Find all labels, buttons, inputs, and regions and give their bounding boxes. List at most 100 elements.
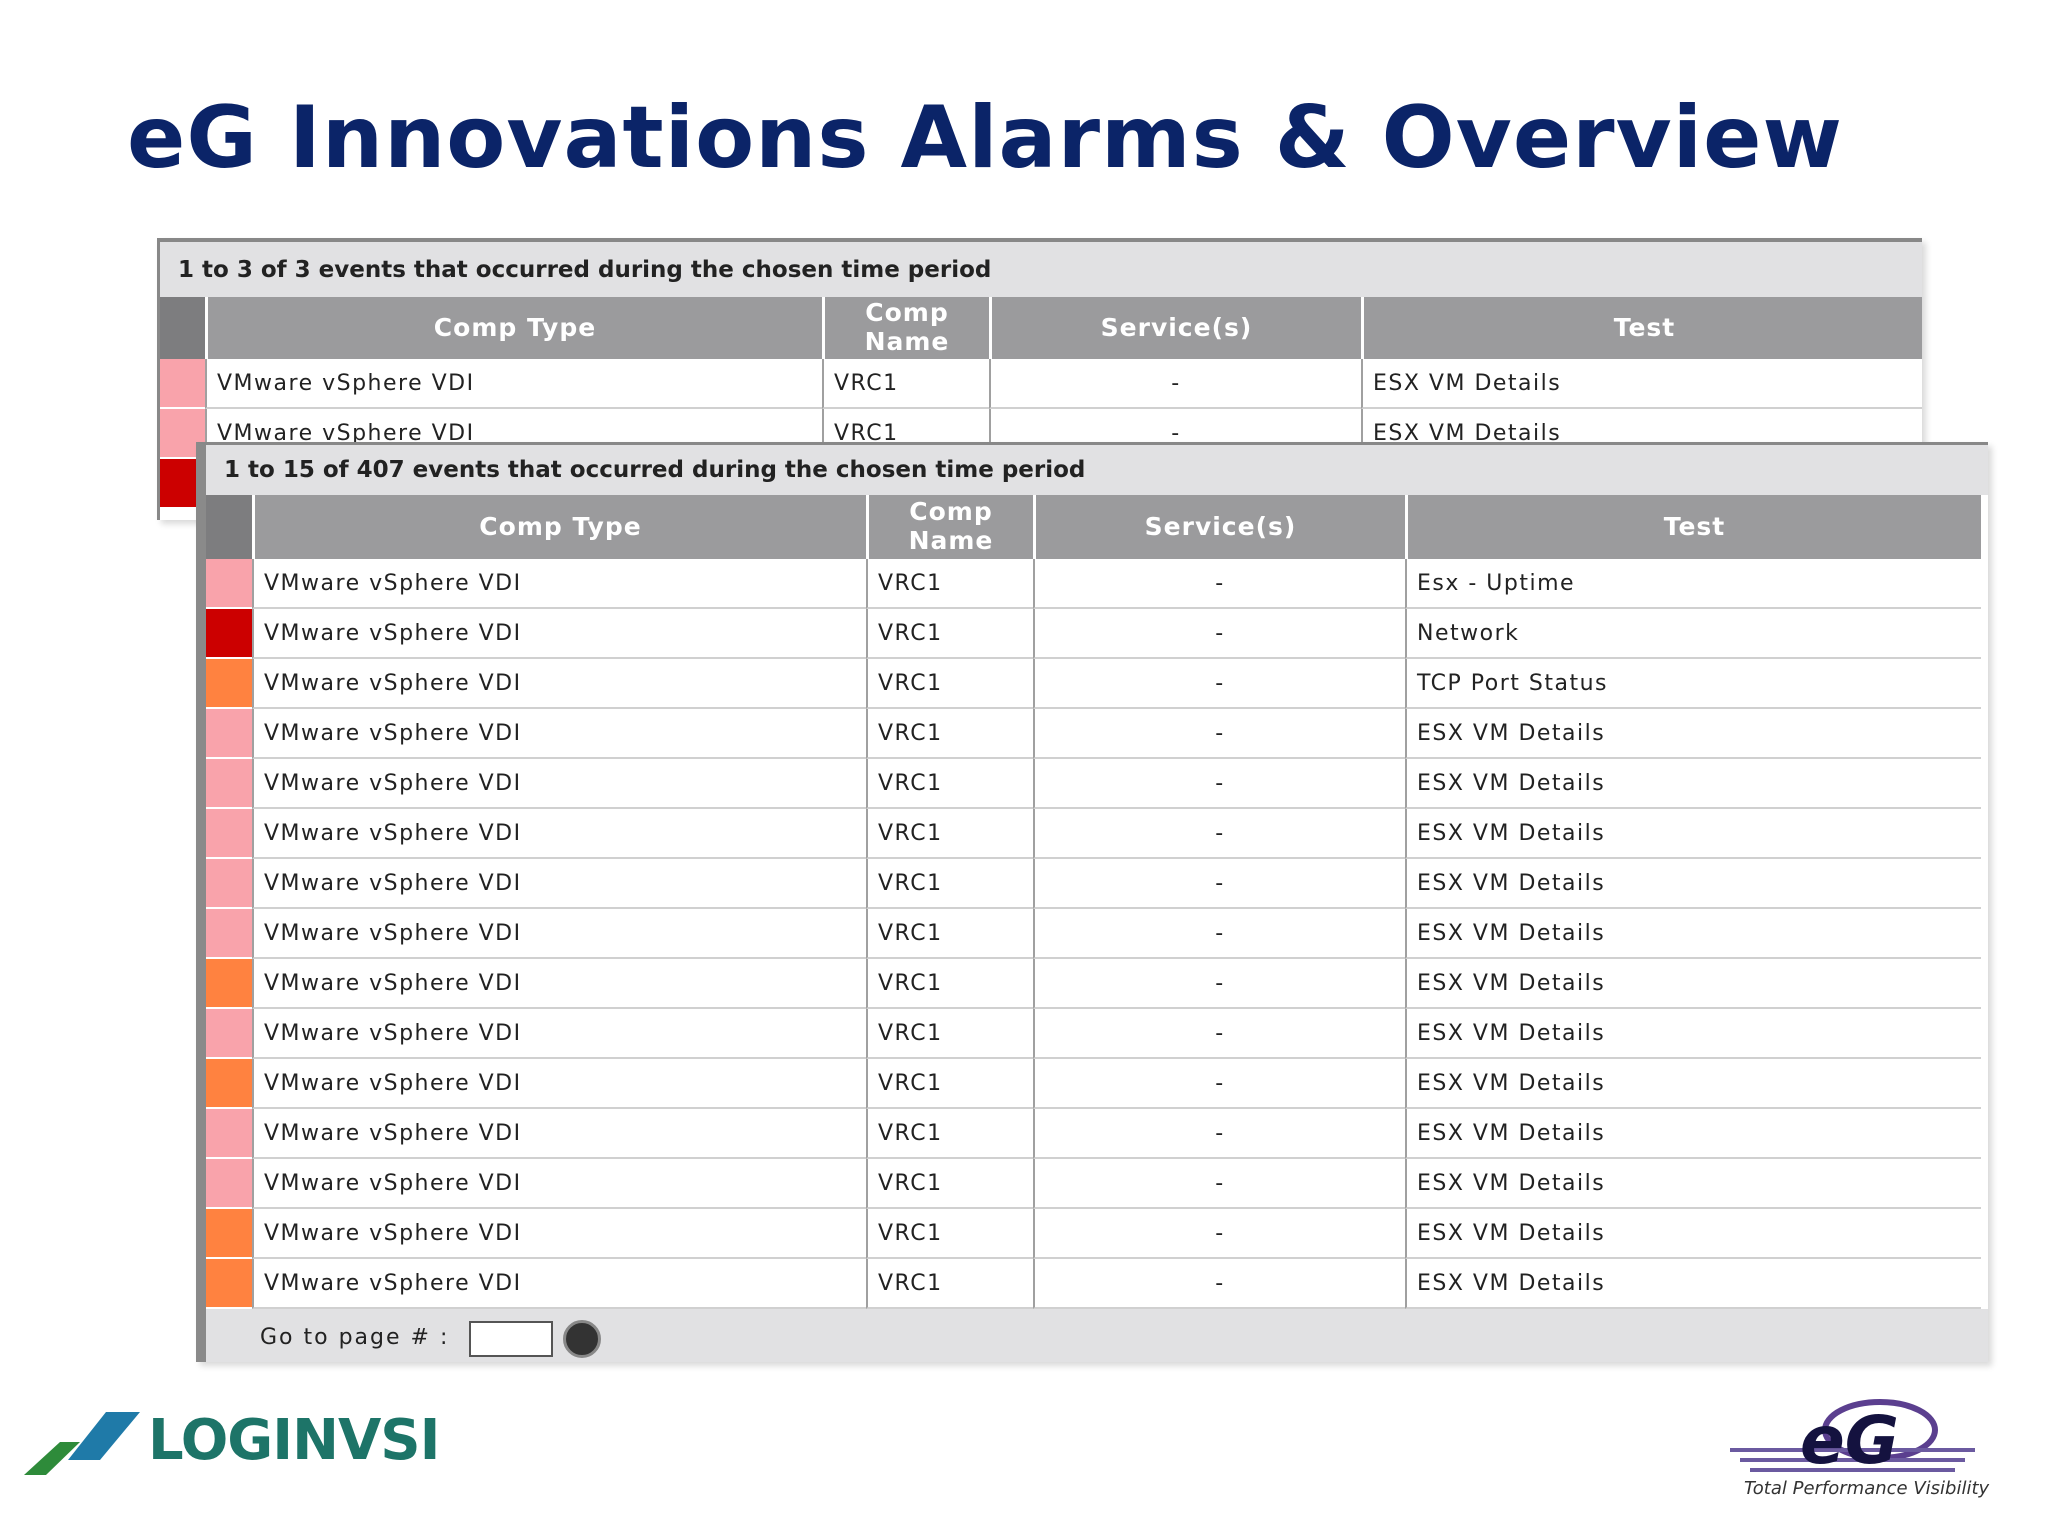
table-cell: ESX VM Details (1405, 959, 1981, 1009)
table-cell: ESX VM Details (1361, 359, 1922, 409)
table-cell: VMware vSphere VDI (205, 359, 822, 409)
table-cell: Network (1405, 609, 1981, 659)
eg-logo: eG (1800, 1402, 1899, 1479)
table-cell: VRC1 (866, 1109, 1033, 1159)
table-cell: VRC1 (866, 859, 1033, 909)
table-cell: ESX VM Details (1405, 1259, 1981, 1309)
severity-indicator (206, 1009, 252, 1059)
severity-indicator (206, 559, 252, 609)
column-header: Test (1405, 495, 1981, 559)
table-cell: VMware vSphere VDI (252, 1059, 866, 1109)
column-header: Comp Type (205, 297, 822, 359)
table-cell: TCP Port Status (1405, 659, 1981, 709)
table-cell: - (1033, 1159, 1405, 1209)
table-cell: VRC1 (866, 1059, 1033, 1109)
column-header: Test (1361, 297, 1922, 359)
table-summary: 1 to 15 of 407 events that occurred duri… (206, 445, 1988, 495)
table-cell: VMware vSphere VDI (252, 559, 866, 609)
severity-indicator (206, 659, 252, 709)
table-cell: - (1033, 609, 1405, 659)
severity-indicator (206, 809, 252, 859)
column-header: Comp Type (252, 495, 866, 559)
table-cell: VRC1 (822, 359, 989, 409)
eg-logo-art (1730, 1399, 1975, 1472)
column-header: Comp Name (822, 297, 989, 359)
table-cell: - (1033, 1109, 1405, 1159)
table-cell: - (1033, 809, 1405, 859)
table-cell: ESX VM Details (1405, 709, 1981, 759)
table-cell: - (1033, 909, 1405, 959)
table-cell: VMware vSphere VDI (252, 909, 866, 959)
table-cell: VMware vSphere VDI (252, 959, 866, 1009)
go-button[interactable] (563, 1320, 601, 1358)
table-cell: VMware vSphere VDI (252, 609, 866, 659)
severity-indicator (206, 759, 252, 809)
table-cell: VRC1 (866, 809, 1033, 859)
table-cell: VMware vSphere VDI (252, 1209, 866, 1259)
table-summary: 1 to 3 of 3 events that occurred during … (160, 242, 1922, 297)
severity-indicator (206, 1259, 252, 1309)
severity-indicator (206, 1059, 252, 1109)
table-cell: VRC1 (866, 1209, 1033, 1259)
loginvsi-icon (24, 1412, 140, 1475)
table-cell: VRC1 (866, 609, 1033, 659)
table-cell: VMware vSphere VDI (252, 709, 866, 759)
severity-indicator (206, 1159, 252, 1209)
page-input[interactable] (469, 1321, 553, 1357)
table-cell: ESX VM Details (1405, 909, 1981, 959)
table-cell: VMware vSphere VDI (252, 859, 866, 909)
table-cell: - (1033, 659, 1405, 709)
table-cell: - (1033, 1059, 1405, 1109)
table-cell: VRC1 (866, 709, 1033, 759)
table-cell: ESX VM Details (1405, 759, 1981, 809)
loginvsi-logo: LOGINVSI (148, 1408, 440, 1473)
table-cell: VRC1 (866, 959, 1033, 1009)
slide-title: eG Innovations Alarms & Overview (127, 88, 1843, 188)
header-indicator (206, 495, 252, 559)
severity-indicator (206, 909, 252, 959)
table-cell: VRC1 (866, 909, 1033, 959)
column-header: Service(s) (989, 297, 1361, 359)
table-cell: VMware vSphere VDI (252, 1109, 866, 1159)
table-cell: VRC1 (866, 1259, 1033, 1309)
table-cell: ESX VM Details (1405, 1009, 1981, 1059)
severity-indicator (206, 609, 252, 659)
severity-indicator (206, 709, 252, 759)
severity-indicator (206, 1209, 252, 1259)
events-table-front: 1 to 15 of 407 events that occurred duri… (196, 442, 1988, 1362)
table-cell: - (989, 359, 1361, 409)
table-cell: VRC1 (866, 559, 1033, 609)
pagination-bar: Go to page # : (206, 1309, 1988, 1362)
table-cell: Esx - Uptime (1405, 559, 1981, 609)
page-label: Go to page # : (260, 1325, 450, 1350)
table-cell: - (1033, 759, 1405, 809)
table-cell: ESX VM Details (1405, 1159, 1981, 1209)
table-cell: ESX VM Details (1405, 1059, 1981, 1109)
table-cell: VRC1 (866, 1159, 1033, 1209)
severity-indicator (206, 1109, 252, 1159)
table-cell: ESX VM Details (1405, 859, 1981, 909)
table-cell: ESX VM Details (1405, 1109, 1981, 1159)
table-cell: - (1033, 1009, 1405, 1059)
table-cell: VRC1 (866, 1009, 1033, 1059)
header-indicator (160, 297, 205, 359)
table-cell: VRC1 (866, 659, 1033, 709)
table-cell: ESX VM Details (1405, 809, 1981, 859)
table-cell: - (1033, 1259, 1405, 1309)
table-cell: - (1033, 959, 1405, 1009)
table-cell: VMware vSphere VDI (252, 1259, 866, 1309)
severity-indicator (206, 959, 252, 1009)
table-cell: VMware vSphere VDI (252, 1159, 866, 1209)
table-cell: VMware vSphere VDI (252, 809, 866, 859)
table-cell: - (1033, 559, 1405, 609)
table-cell: VMware vSphere VDI (252, 759, 866, 809)
table-cell: - (1033, 1209, 1405, 1259)
table-cell: VRC1 (866, 759, 1033, 809)
table-cell: - (1033, 709, 1405, 759)
severity-indicator (160, 359, 205, 409)
table-cell: VMware vSphere VDI (252, 659, 866, 709)
table-cell: VMware vSphere VDI (252, 1009, 866, 1059)
eg-tagline: Total Performance Visibility (1744, 1478, 1990, 1499)
severity-indicator (206, 859, 252, 909)
